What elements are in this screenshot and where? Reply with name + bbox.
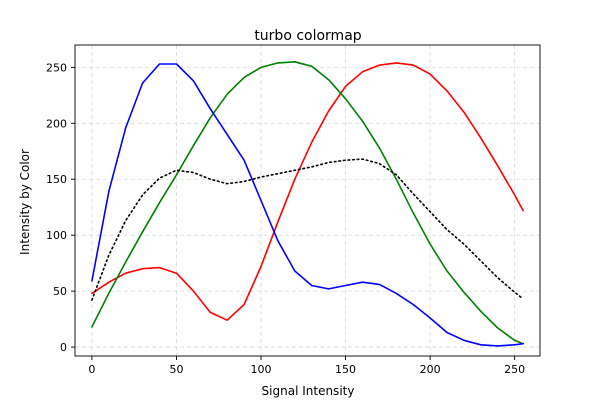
series-layer (91, 60, 524, 347)
series-line-2 (91, 60, 524, 345)
y-tick-label: 250 (46, 61, 67, 74)
y-tick-label: 50 (53, 285, 67, 298)
x-tick-label: 150 (335, 363, 356, 376)
x-tick-label: 100 (251, 363, 272, 376)
x-tick-label: 200 (420, 363, 441, 376)
series-line-4 (91, 158, 524, 301)
x-tick-label: 250 (504, 363, 525, 376)
series-line-3 (91, 63, 524, 347)
chart-title: turbo colormap (254, 28, 361, 44)
x-tick-label: 0 (88, 363, 95, 376)
x-tick-label: 50 (169, 363, 183, 376)
y-tick-label: 200 (46, 117, 67, 130)
y-axis-label: Intensity by Color (18, 149, 32, 255)
series-line-1 (91, 62, 524, 322)
x-axis-label: Signal Intensity (262, 384, 355, 398)
y-tick-label: 100 (46, 229, 67, 242)
plot-frame (74, 44, 541, 357)
gridlines (75, 45, 540, 356)
y-tick-label: 0 (60, 341, 67, 354)
y-tick-label: 150 (46, 173, 67, 186)
axes: 0 50 100 150 200 250 0 50 100 150 200 250 (46, 44, 541, 376)
